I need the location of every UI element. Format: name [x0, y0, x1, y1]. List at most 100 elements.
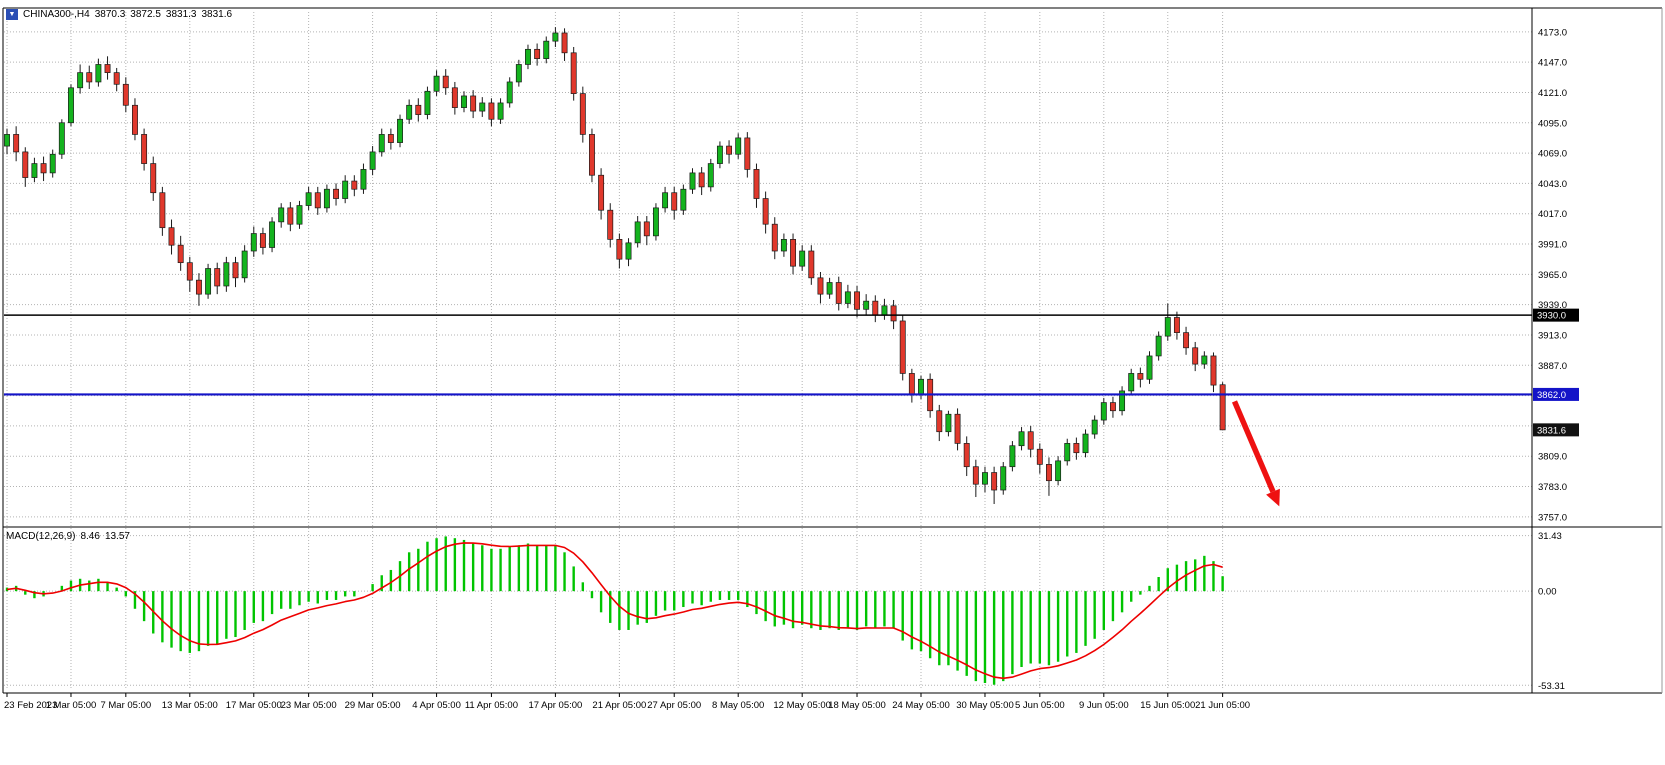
candle-down: [744, 137, 751, 170]
price-axis-labels: 4173.0 4147.0 4121.0 4095.0 4069.0 4043.0 4017…: [1538, 27, 1567, 691]
candle-up: [844, 291, 851, 304]
svg-text:3930.0: 3930.0: [1537, 311, 1566, 322]
candle-up: [1082, 433, 1089, 454]
candle-down: [1109, 402, 1116, 412]
candle-down: [40, 163, 47, 174]
candle-down: [113, 72, 120, 85]
candle-up: [369, 151, 376, 170]
time-tick-label: 24 May 05:00: [892, 700, 950, 711]
price-tick-label: 3887.0: [1538, 361, 1567, 372]
candle-down: [1210, 355, 1217, 386]
ohlc-open: 3870.3: [94, 9, 126, 20]
candle-down: [534, 48, 541, 59]
candle-up: [525, 48, 531, 65]
candle-down: [899, 320, 906, 374]
candle-down: [195, 279, 202, 295]
candle-up: [342, 180, 349, 199]
candle-up: [479, 102, 486, 112]
candle-up: [680, 188, 687, 211]
candle-up: [68, 87, 74, 124]
pane-frame: [2, 7, 1663, 694]
time-tick-label: 8 May 05:00: [712, 700, 764, 711]
price-tick-label: 3939.0: [1538, 300, 1567, 311]
candle-up: [552, 32, 559, 42]
candle-up: [506, 81, 513, 104]
candle-down: [671, 192, 678, 211]
candle-up: [1064, 443, 1071, 462]
symbol-name: CHINA300-,H4: [23, 9, 90, 20]
candle-down: [159, 192, 166, 229]
candle-up: [863, 300, 870, 310]
candle-down: [351, 180, 358, 190]
time-tick-label: 23 Feb 2023: [4, 700, 57, 711]
candle-down: [1073, 443, 1080, 454]
candle-down: [561, 32, 568, 54]
candle-up: [406, 104, 413, 120]
candle-down: [872, 300, 879, 316]
price-tick-label: 4147.0: [1538, 58, 1567, 69]
time-tick-label: 15 Jun 05:00: [1140, 700, 1195, 711]
candle-up: [515, 64, 522, 83]
candle-down: [817, 277, 824, 295]
macd-tick-label: 0.00: [1538, 587, 1557, 598]
candle-down: [451, 87, 458, 108]
candle-down: [963, 443, 970, 468]
candle-up: [780, 239, 787, 252]
svg-text:3831.6: 3831.6: [1537, 425, 1566, 436]
time-tick-label: 23 Mar 05:00: [281, 700, 337, 711]
candle-up: [1009, 445, 1016, 468]
candle-down: [415, 104, 422, 115]
candle-down: [762, 198, 769, 225]
candle-down: [854, 291, 860, 310]
candle-down: [1183, 332, 1190, 349]
time-tick-label: 1 Mar 05:00: [46, 700, 97, 711]
candle-down: [104, 64, 111, 73]
time-tick-label: 7 Mar 05:00: [100, 700, 151, 711]
candle-up: [31, 163, 38, 178]
time-tick-label: 29 Mar 05:00: [345, 700, 401, 711]
candle-up: [305, 192, 312, 206]
candle-up: [49, 153, 56, 174]
candle-down: [168, 227, 175, 246]
current-price-badge: 3831.6: [1533, 423, 1579, 437]
candle-up: [826, 282, 833, 295]
price-badge-3862.0: 3862.0: [1533, 387, 1579, 401]
candle-down: [150, 163, 157, 194]
candle-down: [771, 223, 778, 252]
candle-down: [643, 221, 650, 237]
candle-up: [360, 169, 367, 190]
time-tick-label: 30 May 05:00: [956, 700, 1014, 711]
candle-up: [625, 242, 632, 260]
candle-up: [433, 75, 440, 92]
candle-up: [278, 207, 285, 223]
candle-up: [250, 233, 257, 252]
candle-up: [543, 40, 550, 59]
candle-up: [735, 137, 742, 155]
candle-down: [726, 145, 733, 155]
candle-up: [918, 378, 924, 395]
candle-down: [570, 52, 577, 94]
time-tick-label: 11 Apr 05:00: [465, 700, 518, 711]
candle-down: [177, 244, 184, 264]
candle-down: [314, 192, 321, 209]
candle-up: [799, 250, 806, 267]
candle-up: [323, 188, 330, 209]
candle-down: [579, 93, 586, 135]
time-tick-label: 9 Jun 05:00: [1079, 700, 1129, 711]
candle-up: [1100, 402, 1107, 421]
candle-up: [95, 64, 102, 83]
candle-up: [1155, 335, 1162, 357]
candle-down: [442, 75, 449, 89]
candle-down: [607, 209, 614, 240]
candle-up: [1201, 355, 1208, 365]
time-tick-label: 18 May 05:00: [828, 700, 886, 711]
ohlc-low: 3831.3: [165, 9, 197, 20]
candle-down: [936, 410, 943, 433]
price-tick-label: 4173.0: [1538, 27, 1567, 38]
candle-down: [214, 268, 221, 287]
price-tick-label: 4017.0: [1538, 209, 1567, 220]
candle-down: [908, 373, 915, 395]
candle-up: [881, 305, 888, 316]
macd-tick-label: -53.31: [1538, 681, 1565, 692]
